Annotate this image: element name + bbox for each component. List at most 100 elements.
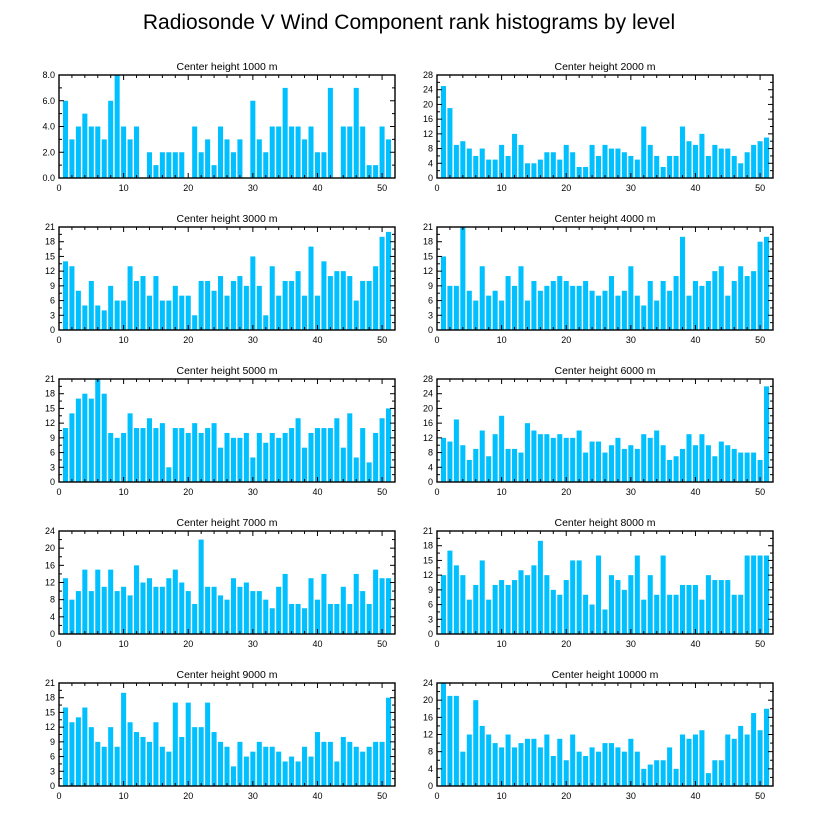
histogram-bar: [166, 152, 172, 178]
panel-title: Center height 3000 m: [177, 213, 278, 225]
y-tick-label: 21: [423, 526, 433, 536]
y-tick-label: 6: [428, 296, 433, 306]
histogram-bar: [512, 580, 518, 634]
histogram-bar: [185, 432, 191, 482]
histogram-bar: [531, 163, 537, 178]
histogram-bar: [460, 575, 466, 634]
histogram-bar: [518, 570, 524, 634]
histogram-bar: [205, 139, 211, 179]
y-tick-label: 12: [423, 730, 433, 740]
histogram-bar: [647, 575, 653, 634]
histogram-bar: [153, 165, 159, 179]
y-tick-label: 4: [428, 764, 433, 774]
histogram-bar: [379, 578, 385, 634]
histogram-bar: [256, 741, 262, 786]
x-tick-label: 50: [377, 639, 387, 649]
y-tick-label: 8: [428, 448, 433, 458]
y-tick-label: 21: [45, 374, 55, 384]
x-tick-label: 10: [497, 487, 507, 497]
histogram-bar: [360, 428, 366, 482]
histogram-bar: [531, 430, 537, 482]
histogram-bar: [634, 751, 640, 786]
histogram-bar: [75, 591, 81, 634]
histogram-bar: [453, 419, 459, 482]
y-tick-label: 12: [423, 570, 433, 580]
histogram-bar: [308, 126, 314, 178]
histogram-bar: [654, 300, 660, 330]
histogram-bar: [654, 430, 660, 482]
histogram-bar: [680, 734, 686, 786]
histogram-bar: [692, 584, 698, 634]
y-tick-label: 8: [428, 747, 433, 757]
histogram-bar: [289, 428, 295, 482]
histogram-bar: [692, 445, 698, 482]
histogram-bar: [563, 144, 569, 178]
histogram-bar: [583, 452, 589, 482]
histogram-bar: [466, 599, 472, 634]
histogram-bar: [108, 285, 114, 330]
histogram-bar: [705, 773, 711, 787]
histogram-bar: [327, 603, 333, 634]
histogram-bar: [738, 594, 744, 634]
y-tick-label: 9: [428, 585, 433, 595]
histogram-bar: [334, 603, 340, 634]
histogram-bar: [570, 734, 576, 786]
histogram-bar: [570, 152, 576, 178]
histogram-bar: [159, 423, 165, 482]
histogram-bar: [237, 139, 243, 179]
x-tick-label: 0: [434, 183, 439, 193]
histogram-bar: [453, 695, 459, 787]
histogram-bar: [276, 437, 282, 482]
histogram-bar: [224, 599, 230, 634]
histogram-bar: [386, 578, 392, 634]
histogram-bar: [518, 743, 524, 786]
histogram-bar: [62, 707, 68, 786]
histogram-bar: [308, 756, 314, 786]
y-tick-label: 18: [423, 541, 433, 551]
histogram-bar: [127, 413, 133, 482]
histogram-bar: [492, 159, 498, 178]
histogram-bar: [725, 734, 731, 786]
histogram-bar: [179, 295, 185, 330]
x-tick-label: 50: [377, 335, 387, 345]
histogram-bar: [62, 578, 68, 634]
histogram-bar: [660, 280, 666, 330]
histogram-bar: [302, 295, 308, 330]
histogram-bar: [492, 743, 498, 786]
x-tick-label: 50: [377, 791, 387, 801]
histogram-bar: [692, 734, 698, 786]
histogram-bar: [321, 261, 327, 330]
histogram-bar: [440, 256, 446, 330]
histogram-bar: [731, 155, 737, 178]
histogram-bar: [205, 428, 211, 482]
histogram-bar: [347, 413, 353, 482]
histogram-bar: [321, 152, 327, 178]
y-tick-label: 8: [428, 144, 433, 154]
histogram-bar: [673, 594, 679, 634]
x-tick-label: 50: [755, 639, 765, 649]
histogram-bar: [289, 603, 295, 634]
y-tick-label: 4: [50, 612, 55, 622]
x-tick-label: 50: [377, 183, 387, 193]
histogram-bar: [647, 437, 653, 482]
histogram-bar: [88, 126, 94, 178]
histogram-bar: [460, 227, 466, 330]
histogram-bar: [492, 584, 498, 634]
x-tick-label: 20: [183, 791, 193, 801]
histogram-bar: [302, 447, 308, 482]
histogram-bar: [550, 437, 556, 482]
histogram-bar: [692, 144, 698, 178]
histogram-bar: [589, 290, 595, 330]
histogram-bar: [699, 599, 705, 634]
histogram-bar: [62, 100, 68, 178]
histogram-bar: [634, 555, 640, 634]
y-tick-label: 3: [50, 766, 55, 776]
histogram-bar: [379, 126, 385, 178]
histogram-bar: [499, 580, 505, 634]
histogram-bar: [596, 751, 602, 786]
histogram-bar: [101, 310, 107, 330]
histogram-bar: [166, 578, 172, 634]
histogram-bar: [172, 702, 178, 786]
histogram-bar: [751, 452, 757, 482]
histogram-bar: [205, 586, 211, 634]
